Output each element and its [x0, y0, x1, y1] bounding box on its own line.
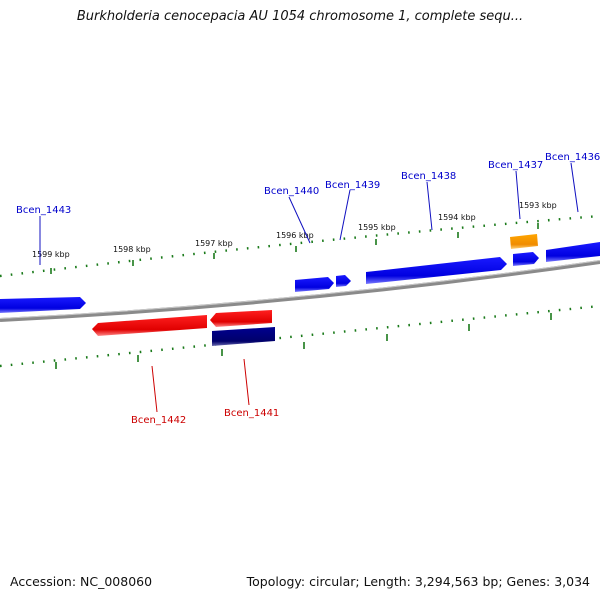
gene-bcen-1439-arrow[interactable]: [336, 275, 351, 287]
gene-label-bcen-1439[interactable]: Bcen_1439: [325, 180, 380, 191]
tick-label: 1594 kbp: [438, 213, 476, 222]
gene-bcen-1437-arrow[interactable]: [513, 252, 539, 266]
forward-genes: [0, 234, 600, 313]
gene-bcen-1436-arrow[interactable]: [546, 242, 600, 262]
gene-label-bcen-1438[interactable]: Bcen_1438: [401, 171, 456, 182]
gene-label-bcen-1436[interactable]: Bcen_1436: [545, 152, 600, 163]
accession-text: Accession: NC_008060: [10, 574, 153, 589]
gene-label-bcen-1441[interactable]: Bcen_1441: [224, 408, 279, 419]
gene-label-bcen-1440[interactable]: Bcen_1440: [264, 186, 319, 197]
reverse-ruler: [0, 304, 600, 369]
gene-label-bcen-1443[interactable]: Bcen_1443: [16, 205, 71, 216]
ruler-tick-labels: 1599 kbp 1598 kbp 1597 kbp 1596 kbp 1595…: [32, 201, 557, 259]
gene-bcen-1438-arrow[interactable]: [366, 257, 507, 284]
reverse-genes: [92, 310, 275, 346]
chromosome-backbone: [0, 260, 600, 322]
gene-bcen-1441-navy[interactable]: [212, 327, 275, 346]
forward-ruler: [0, 214, 600, 278]
tick-label: 1596 kbp: [276, 231, 314, 240]
gene-label-bcen-1442[interactable]: Bcen_1442: [131, 415, 186, 426]
gene-leader-lines: [39, 162, 579, 413]
tick-label: 1599 kbp: [32, 250, 70, 259]
tick-label: 1598 kbp: [113, 245, 151, 254]
tick-label: 1593 kbp: [519, 201, 557, 210]
gene-bcen-1443-arrow[interactable]: [0, 297, 86, 313]
tick-label: 1597 kbp: [195, 239, 233, 248]
map-title: Burkholderia cenocepacia AU 1054 chromos…: [76, 9, 524, 24]
gene-bcen-1440-arrow[interactable]: [295, 277, 334, 292]
gene-bcen-1437-orange[interactable]: [510, 234, 538, 249]
gene-bcen-1441-arrow[interactable]: [210, 310, 272, 327]
gene-labels: Bcen_1443 Bcen_1440 Bcen_1439 Bcen_1438 …: [16, 152, 600, 426]
gene-bcen-1442-arrow[interactable]: [92, 315, 207, 336]
genome-summary-text: Topology: circular; Length: 3,294,563 bp…: [246, 574, 590, 589]
tick-label: 1595 kbp: [358, 223, 396, 232]
gene-label-bcen-1437[interactable]: Bcen_1437: [488, 160, 543, 171]
